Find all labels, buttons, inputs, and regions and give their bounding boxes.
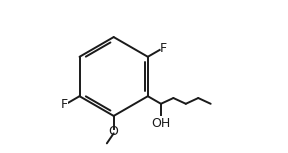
Text: F: F [159,42,166,55]
Text: OH: OH [151,117,170,130]
Text: F: F [61,98,68,111]
Text: O: O [109,125,119,138]
